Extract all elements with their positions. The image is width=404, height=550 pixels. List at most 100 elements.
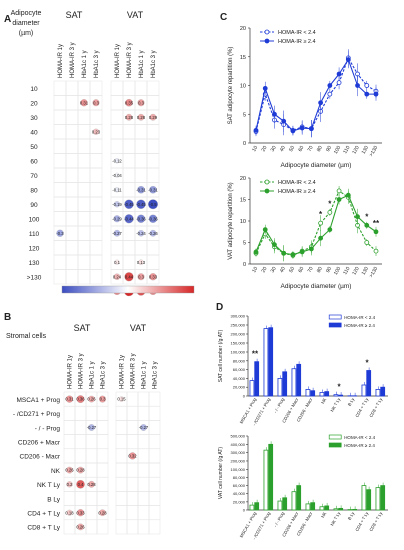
y-tick-label: 40,000 bbox=[233, 376, 246, 381]
grid-cell bbox=[110, 95, 124, 111]
panel-letter: A bbox=[4, 14, 11, 25]
grid-cell bbox=[89, 254, 103, 270]
column-header: HOMA-IR 1y bbox=[120, 355, 126, 389]
grid-cell bbox=[53, 153, 67, 169]
column-header: HOMA-IR 3 y bbox=[127, 42, 133, 78]
grid-cell bbox=[65, 240, 79, 256]
grid-cell bbox=[146, 80, 160, 96]
bar bbox=[375, 487, 381, 511]
bar bbox=[366, 489, 372, 511]
grid-cell bbox=[126, 491, 139, 506]
correlation-dot bbox=[77, 523, 84, 531]
grid-cell bbox=[146, 153, 160, 169]
bar bbox=[333, 394, 339, 397]
y-tick-label: 400,000 bbox=[231, 442, 246, 447]
y-tick-label: 80,000 bbox=[233, 475, 246, 480]
significance-mark: * bbox=[319, 210, 323, 219]
correlation-value: 0.35 bbox=[125, 100, 134, 105]
grid-cell bbox=[146, 124, 160, 140]
bar bbox=[291, 368, 297, 397]
grid-cell bbox=[134, 124, 148, 140]
grid-cell bbox=[77, 138, 91, 154]
grid-cell bbox=[63, 434, 76, 450]
grid-cell bbox=[115, 420, 128, 435]
correlation-dot bbox=[149, 113, 157, 121]
legend-marker bbox=[264, 179, 270, 185]
data-point bbox=[308, 246, 314, 252]
bar bbox=[282, 371, 288, 397]
correlation-dot bbox=[114, 259, 120, 265]
grid-cell bbox=[126, 476, 139, 492]
correlation-dot bbox=[140, 424, 147, 431]
correlation-value: -0.3 bbox=[56, 231, 64, 236]
y-tick-label: 40,000 bbox=[233, 491, 246, 496]
bar bbox=[291, 491, 297, 511]
bar bbox=[361, 384, 367, 397]
y-axis-label: VAT cell number (/g AT) bbox=[218, 447, 224, 499]
column-header: HbA1c 3 y bbox=[153, 361, 159, 389]
grid-cell bbox=[137, 405, 150, 421]
grid-cell bbox=[148, 405, 161, 421]
grid-cell bbox=[85, 448, 98, 464]
grid-cell bbox=[65, 269, 79, 285]
grid-cell bbox=[148, 462, 161, 478]
y-tick-label: 250,000 bbox=[231, 323, 246, 328]
bar bbox=[249, 380, 255, 397]
bar bbox=[249, 504, 255, 511]
correlation-dot bbox=[88, 424, 95, 431]
x-tick-label: >130 bbox=[368, 266, 379, 279]
correlation-dot bbox=[125, 113, 133, 121]
x-tick-label: NK T Ly bbox=[329, 510, 341, 526]
y-tick-label: 15 bbox=[240, 55, 246, 61]
correlation-dot bbox=[124, 214, 134, 224]
grid-cell bbox=[146, 269, 160, 285]
row-label: - / - Prog bbox=[35, 425, 61, 432]
column-header: HbA1c 1 y bbox=[90, 361, 96, 389]
x-tick-label: 130 bbox=[361, 145, 370, 155]
grid-cell bbox=[115, 505, 128, 521]
grid-cell bbox=[65, 153, 79, 169]
correlation-value: 0.28 bbox=[98, 510, 107, 515]
x-tick-label: 20 bbox=[260, 145, 268, 153]
bar bbox=[254, 361, 260, 397]
grid-cell bbox=[89, 167, 103, 183]
row-label: 20 bbox=[30, 101, 38, 108]
row-label: 110 bbox=[29, 231, 40, 238]
legend-marker bbox=[264, 188, 270, 194]
correlation-value: 0.2 bbox=[67, 482, 73, 487]
grid-cell bbox=[53, 254, 67, 270]
correlation-dot bbox=[66, 466, 73, 474]
grid-cell bbox=[77, 109, 91, 125]
grid-cell bbox=[89, 240, 103, 256]
data-point bbox=[345, 57, 351, 63]
grid-cell bbox=[89, 196, 103, 212]
grid-cell bbox=[53, 269, 67, 285]
correlation-value: -0.44 bbox=[124, 216, 134, 221]
data-point bbox=[318, 235, 324, 241]
grid-cell bbox=[137, 519, 150, 535]
grid-cell bbox=[63, 448, 76, 464]
correlation-dot bbox=[77, 466, 84, 474]
correlation-dot bbox=[92, 99, 100, 107]
grid-cell bbox=[96, 420, 109, 435]
correlation-dot bbox=[113, 201, 121, 208]
correlation-dot bbox=[137, 229, 145, 237]
y-tick-label: 0 bbox=[243, 262, 246, 268]
grid-cell bbox=[126, 505, 139, 521]
correlation-dot bbox=[149, 229, 157, 237]
data-point bbox=[364, 83, 370, 88]
bar bbox=[282, 497, 288, 511]
grid-cell bbox=[85, 462, 98, 478]
column-header: HbA1c 3 y bbox=[94, 50, 100, 78]
correlation-value: 0.3 bbox=[93, 100, 99, 105]
correlation-dot bbox=[76, 509, 85, 517]
column-header: HbA1c 3 y bbox=[151, 50, 157, 78]
data-point bbox=[262, 227, 268, 233]
x-tick-label: 100 bbox=[333, 145, 342, 155]
data-point bbox=[253, 249, 259, 255]
grid-cell bbox=[122, 124, 136, 140]
x-tick-label: 30 bbox=[270, 145, 278, 153]
bar bbox=[263, 328, 269, 397]
y-axis-label: SAT adipocyte repartition (%) bbox=[228, 47, 234, 125]
correlation-dot bbox=[113, 229, 121, 237]
